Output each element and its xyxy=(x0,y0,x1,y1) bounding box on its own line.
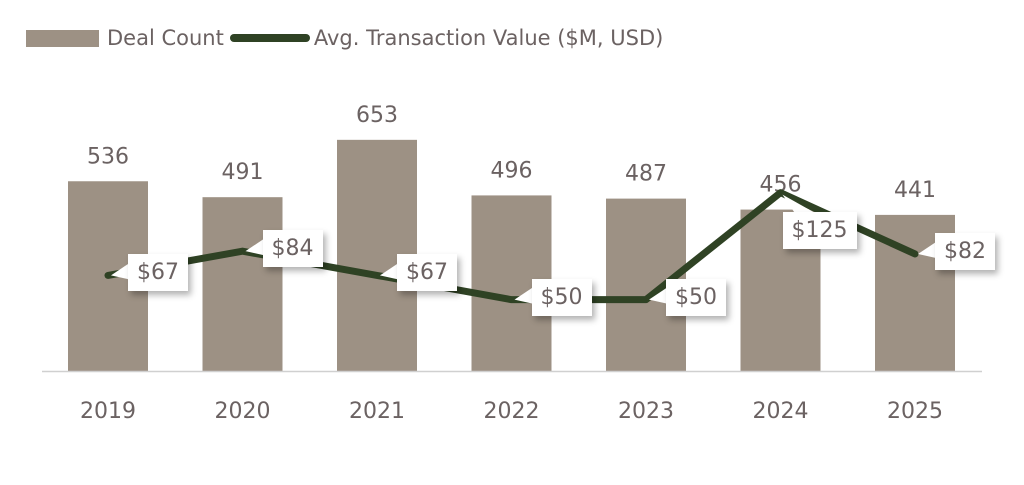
callout-pointer-2024 xyxy=(782,194,815,213)
x-tick-2024: 2024 xyxy=(753,399,809,424)
avg-value-point-2019 xyxy=(107,274,109,277)
x-tick-2020: 2020 xyxy=(215,399,271,424)
bar-label-2025: 441 xyxy=(894,178,936,203)
bar-label-2021: 653 xyxy=(356,103,398,128)
bar-2020 xyxy=(202,197,283,371)
bar-label-2020: 491 xyxy=(222,160,264,185)
avg-value-label-2021: $67 xyxy=(397,254,457,292)
x-tick-2022: 2022 xyxy=(484,399,540,424)
avg-value-label-2024: $125 xyxy=(782,211,857,249)
x-tick-2025: 2025 xyxy=(887,399,943,424)
avg-value-point-2024 xyxy=(779,191,782,194)
bar-label-2022: 496 xyxy=(491,158,533,183)
avg-value-label-2025: $82 xyxy=(935,232,995,270)
legend-label-avg-value: Avg. Transaction Value ($M, USD) xyxy=(313,26,664,50)
legend-swatch-avg-value xyxy=(229,34,310,42)
avg-value-point-2020 xyxy=(241,250,244,253)
callout-pointer-2020 xyxy=(245,239,264,256)
legend-label-deal-count: Deal Count xyxy=(107,26,224,50)
avg-value-point-2023 xyxy=(645,298,647,301)
callout-pointer-2021 xyxy=(380,263,398,280)
callout-pointer-2019 xyxy=(111,263,129,280)
avg-value-label-2019: $67 xyxy=(128,254,188,292)
avg-value-label-2020: $84 xyxy=(262,230,323,268)
legend: Deal Count Avg. Transaction Value ($M, U… xyxy=(26,26,663,50)
avg-value-point-2022 xyxy=(510,298,513,301)
callout-pointer-2023 xyxy=(649,287,667,304)
callout-pointer-2025 xyxy=(918,241,936,258)
bar-label-2023: 487 xyxy=(625,162,667,187)
avg-value-point-2021 xyxy=(376,274,378,277)
avg-value-label-2023: $50 xyxy=(666,278,726,316)
x-tick-2021: 2021 xyxy=(349,399,405,424)
avg-value-point-2025 xyxy=(914,252,916,255)
x-tick-2023: 2023 xyxy=(618,399,674,424)
callout-pointer-2022 xyxy=(514,287,533,304)
avg-value-label-2022: $50 xyxy=(531,278,592,316)
x-tick-2019: 2019 xyxy=(80,399,136,424)
legend-swatch-deal-count xyxy=(26,29,99,47)
bar-label-2019: 536 xyxy=(87,144,129,169)
